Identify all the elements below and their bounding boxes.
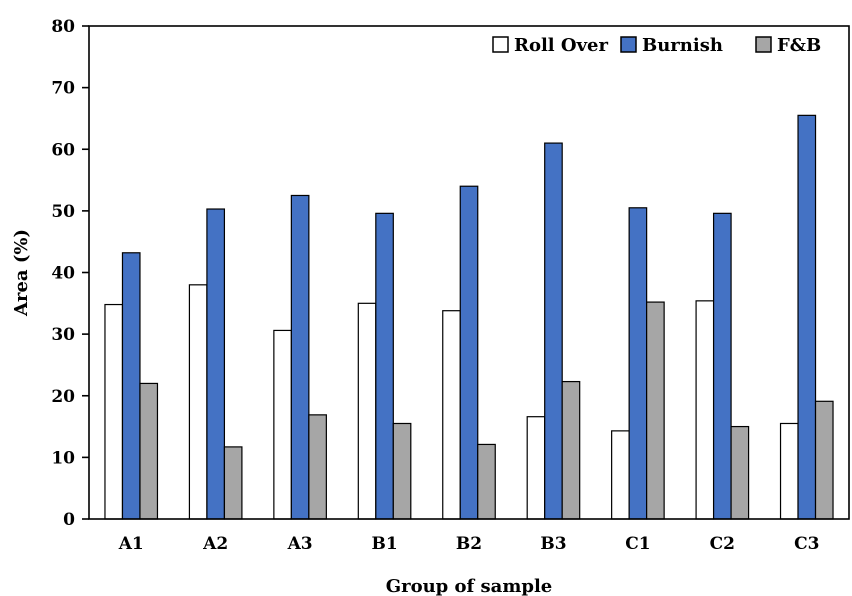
bar-b3-f-b bbox=[561, 380, 581, 520]
y-tick-label: 20 bbox=[51, 387, 75, 407]
x-tick-label: A2 bbox=[202, 534, 228, 554]
bars-group bbox=[104, 114, 834, 520]
bar-c2-burnish bbox=[712, 212, 732, 520]
bar-a3-burnish bbox=[290, 194, 310, 520]
x-tick-label: C2 bbox=[710, 534, 735, 554]
legend-swatch bbox=[492, 36, 509, 53]
bar-c2-roll-over bbox=[695, 300, 715, 520]
y-tick-label: 0 bbox=[63, 510, 75, 530]
bar-a1-roll-over bbox=[104, 303, 124, 520]
bar-c1-roll-over bbox=[611, 430, 630, 520]
bar-b3-roll-over bbox=[526, 416, 546, 520]
bar-b2-burnish bbox=[459, 185, 479, 520]
bar-b2-f-b bbox=[477, 443, 496, 520]
y-axis-ticks: 0 10 20 30 40 50 60 70 80 bbox=[51, 17, 89, 530]
bar-c3-f-b bbox=[814, 400, 834, 520]
bar-c3-burnish bbox=[797, 114, 817, 520]
bar-a3-f-b bbox=[308, 414, 327, 520]
bar-c3-roll-over bbox=[779, 422, 799, 520]
x-tick-label: B2 bbox=[456, 534, 482, 554]
bar-c2-f-b bbox=[730, 425, 750, 520]
plot-area-frame bbox=[88, 25, 850, 520]
x-tick-label: C3 bbox=[794, 534, 819, 554]
legend-swatch bbox=[620, 36, 637, 53]
y-tick-label: 60 bbox=[51, 140, 75, 160]
legend-swatch bbox=[755, 36, 772, 53]
y-tick-label: 30 bbox=[51, 325, 75, 345]
bar-b1-burnish bbox=[375, 212, 394, 520]
x-axis-title: Group of sample bbox=[386, 576, 553, 596]
x-axis-ticks: A1 A2 A3 B1 B2 B3 C1 C2 C3 bbox=[118, 534, 820, 554]
bar-b2-roll-over bbox=[442, 310, 461, 520]
x-tick-label: B3 bbox=[540, 534, 566, 554]
bar-a1-burnish bbox=[121, 252, 141, 520]
bar-a2-f-b bbox=[223, 446, 243, 520]
x-tick-label: A3 bbox=[287, 534, 313, 554]
y-tick-label: 80 bbox=[51, 17, 75, 37]
y-tick-label: 70 bbox=[51, 79, 75, 99]
y-tick-label: 40 bbox=[51, 264, 75, 284]
legend-label: Roll Over bbox=[514, 35, 608, 56]
y-tick-label: 10 bbox=[51, 448, 75, 468]
bar-b3-burnish bbox=[544, 142, 563, 520]
x-tick-label: B1 bbox=[371, 534, 397, 554]
bar-a2-roll-over bbox=[188, 284, 208, 520]
bar-c1-burnish bbox=[628, 207, 648, 520]
y-axis-title: Area (%) bbox=[11, 229, 32, 317]
bar-c1-f-b bbox=[646, 301, 665, 520]
y-tick-label: 50 bbox=[51, 202, 75, 222]
bar-a2-burnish bbox=[206, 208, 226, 520]
bar-b1-f-b bbox=[392, 422, 412, 520]
bar-a1-f-b bbox=[139, 382, 159, 520]
bar-b1-roll-over bbox=[357, 302, 377, 520]
legend-label: Burnish bbox=[642, 35, 723, 56]
bar-a3-roll-over bbox=[273, 329, 292, 520]
x-tick-label: C1 bbox=[625, 534, 650, 554]
legend: Roll Over Burnish F&B bbox=[492, 35, 821, 56]
x-tick-label: A1 bbox=[118, 534, 144, 554]
legend-label: F&B bbox=[777, 35, 821, 56]
